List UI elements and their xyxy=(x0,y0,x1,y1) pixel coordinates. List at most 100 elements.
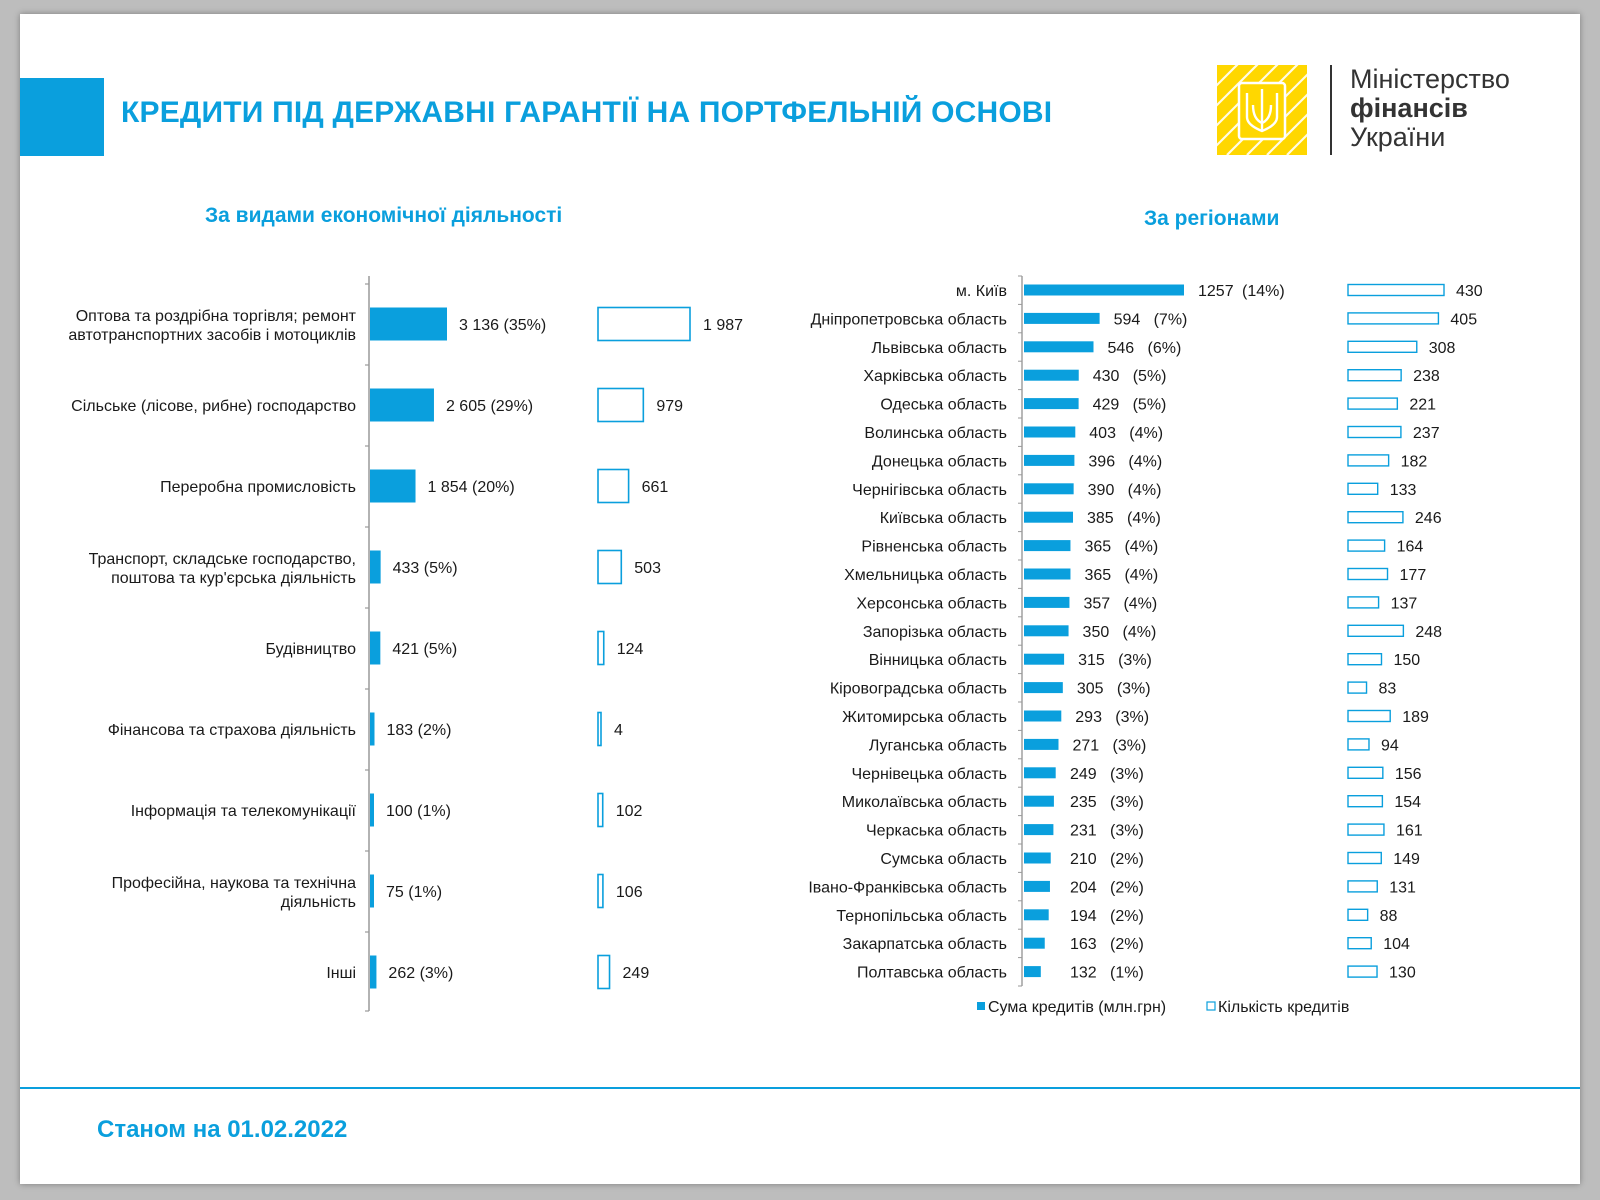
logo-divider xyxy=(1330,65,1332,155)
region-count-value: 405 xyxy=(1450,311,1477,328)
region-sum-bar xyxy=(1024,795,1054,807)
activity-count-bar xyxy=(597,306,691,342)
region-sum-share: (2%) xyxy=(1110,936,1144,953)
activity-category-line: автотранспортних засобів і мотоциклів xyxy=(68,327,356,344)
region-count-value: 154 xyxy=(1394,794,1421,811)
region-count-value: 221 xyxy=(1409,397,1436,414)
region-sum-bar xyxy=(1024,682,1063,694)
region-count-value: 182 xyxy=(1401,453,1428,470)
region-sum-bar xyxy=(1024,284,1184,296)
region-sum-value: 357 xyxy=(1083,595,1110,612)
activity-sum-bar xyxy=(370,874,374,908)
region-sum-value: 429 xyxy=(1093,397,1120,414)
region-sum-bar xyxy=(1024,426,1076,438)
activity-category-line: Оптова та роздрібна торгівля; ремонт xyxy=(76,308,357,325)
region-sum-value: 231 xyxy=(1070,823,1097,840)
region-count-value: 94 xyxy=(1381,737,1399,754)
activity-category-label: Будівництво xyxy=(266,641,357,658)
activity-count-bar xyxy=(597,630,605,666)
region-sum-value: 204 xyxy=(1070,879,1097,896)
region-category-label: Вінницька область xyxy=(869,652,1007,669)
region-category-label: Херсонська область xyxy=(856,595,1007,612)
region-sum-bar xyxy=(1024,540,1071,552)
region-sum-value: 235 xyxy=(1070,794,1097,811)
region-count-value: 137 xyxy=(1391,595,1418,612)
activity-category-label: Сільське (лісове, рибне) господарство xyxy=(71,398,356,415)
region-sum-share: (4%) xyxy=(1123,624,1157,641)
region-sum-value: 594 xyxy=(1114,311,1141,328)
activity-sum-label: 433 (5%) xyxy=(393,560,458,577)
activity-sum-bar xyxy=(370,388,434,422)
region-category-label: Волинська область xyxy=(864,425,1007,442)
region-sum-share: (14%) xyxy=(1242,283,1285,300)
region-category-label: Донецька область xyxy=(872,453,1007,470)
region-category-label: Полтавська область xyxy=(857,965,1007,982)
region-sum-share: (3%) xyxy=(1110,766,1144,783)
region-sum-share: (7%) xyxy=(1154,311,1188,328)
region-sum-value: 163 xyxy=(1070,936,1097,953)
region-category-label: Одеська область xyxy=(880,397,1007,414)
region-count-value: 88 xyxy=(1380,908,1398,925)
region-count-value: 130 xyxy=(1389,965,1416,982)
activity-category-line: Переробна промисловість xyxy=(160,479,356,496)
activity-sum-label: 262 (3%) xyxy=(388,965,453,982)
region-category-label: Запорізька область xyxy=(863,624,1007,641)
region-count-value: 246 xyxy=(1415,510,1442,527)
activity-count-bar xyxy=(597,549,623,585)
region-sum-share: (4%) xyxy=(1123,595,1157,612)
activity-sum-bar xyxy=(370,307,447,341)
region-count-bar xyxy=(1347,681,1368,694)
activity-category-line: Транспорт, складське господарство, xyxy=(89,551,356,568)
activity-sum-label: 3 136 (35%) xyxy=(459,317,546,334)
region-count-bar xyxy=(1347,709,1391,723)
region-count-bar xyxy=(1347,851,1382,865)
region-count-bar xyxy=(1347,397,1399,410)
region-count-bar xyxy=(1347,369,1402,382)
region-count-value: 161 xyxy=(1396,823,1423,840)
region-sum-value: 210 xyxy=(1070,851,1097,868)
trident-emblem-icon xyxy=(1217,65,1307,155)
activity-chart: Оптова та роздрібна торгівля; ремонт авто… xyxy=(68,276,743,1012)
region-count-bar xyxy=(1347,596,1380,609)
region-sum-bar xyxy=(1024,738,1059,750)
region-sum-value: 249 xyxy=(1070,766,1097,783)
region-sum-share: (2%) xyxy=(1110,908,1144,925)
region-sum-bar xyxy=(1024,653,1065,665)
activity-category-line: Інформація та телекомунікації xyxy=(131,803,357,820)
activity-count-label: 106 xyxy=(616,884,643,901)
activity-sum-bar xyxy=(370,550,381,584)
activity-count-bar xyxy=(597,387,645,423)
region-sum-bar xyxy=(1024,880,1050,892)
region-count-bar xyxy=(1347,539,1386,552)
region-sum-share: (4%) xyxy=(1129,425,1163,442)
region-sum-bar xyxy=(1024,312,1100,324)
region-chart: м. Київ 1257 (14%) 430 Дніпропетровська обла… xyxy=(808,275,1483,1016)
region-count-value: 83 xyxy=(1379,681,1397,698)
activity-sum-label: 2 605 (29%) xyxy=(446,398,533,415)
activity-category-line: Сільське (лісове, рибне) господарство xyxy=(71,398,356,415)
region-sum-value: 430 xyxy=(1093,368,1120,385)
region-category-label: Івано-Франківська область xyxy=(808,879,1007,896)
region-sum-bar xyxy=(1024,625,1069,637)
region-sum-bar xyxy=(1024,341,1094,353)
legend-sum-label: Сума кредитів (млн.грн) xyxy=(988,999,1166,1016)
region-category-label: Кіровоградська область xyxy=(830,681,1007,698)
region-category-label: Харківська область xyxy=(863,368,1007,385)
region-sum-share: (4%) xyxy=(1124,567,1158,584)
activity-sum-bar xyxy=(370,955,377,989)
footer-divider xyxy=(20,1087,1580,1089)
region-count-value: 131 xyxy=(1389,879,1416,896)
region-count-value: 156 xyxy=(1395,766,1422,783)
activity-count-label: 249 xyxy=(623,965,650,982)
activity-sum-label: 421 (5%) xyxy=(392,641,457,658)
region-sum-bar xyxy=(1024,454,1075,466)
activity-category-label: Інформація та телекомунікації xyxy=(131,803,357,820)
region-count-value: 177 xyxy=(1400,567,1427,584)
region-sum-value: 365 xyxy=(1084,539,1111,556)
region-count-bar xyxy=(1347,766,1384,779)
region-category-label: м. Київ xyxy=(956,283,1007,300)
region-sum-share: (4%) xyxy=(1127,510,1161,527)
slide: КРЕДИТИ ПІД ДЕРЖАВНІ ГАРАНТІЇ НА ПОРТФЕЛ… xyxy=(20,14,1580,1184)
activity-chart-title: За видами економічної діяльності xyxy=(205,204,563,227)
activity-sum-bar xyxy=(370,631,381,665)
